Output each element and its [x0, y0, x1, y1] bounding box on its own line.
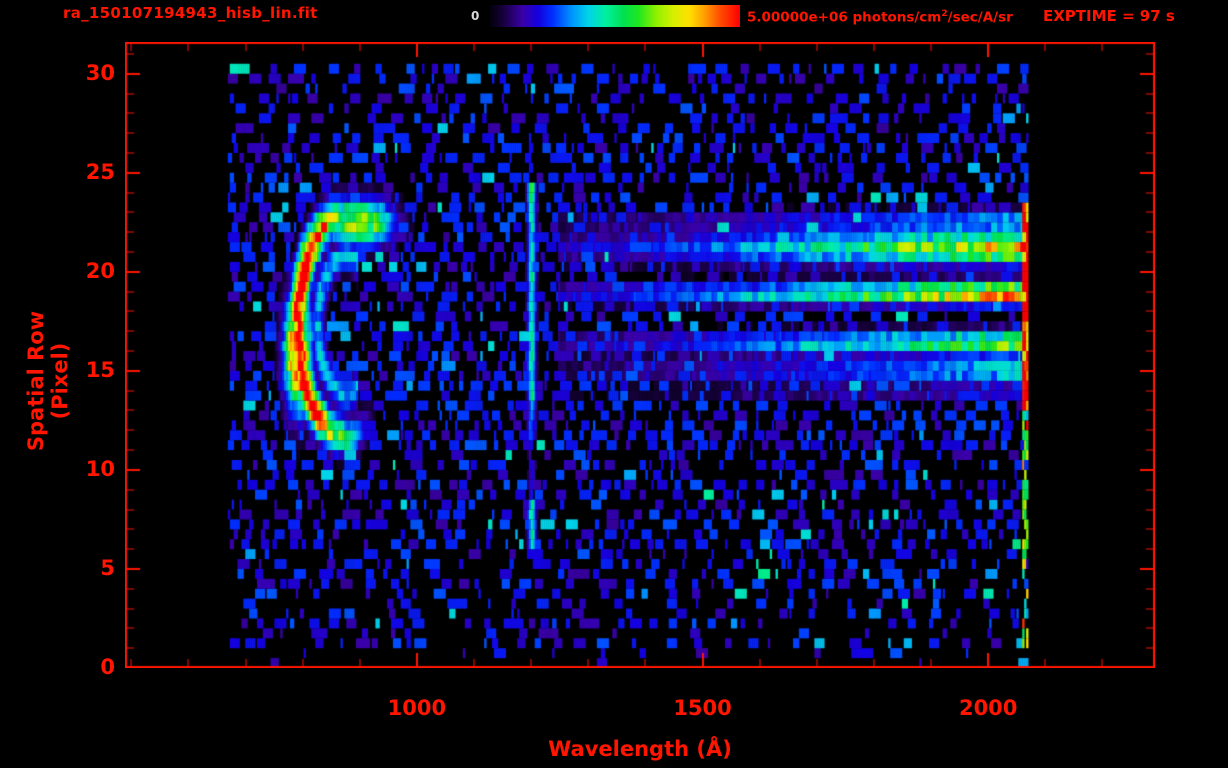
spectrogram-plot [125, 42, 1155, 668]
x-tick-label: 2000 [958, 696, 1018, 720]
exptime-label: EXPTIME = 97 s [1043, 7, 1175, 25]
x-axis-title: Wavelength (Å) [548, 737, 732, 761]
file-title: ra_150107194943_hisb_lin.fit [63, 4, 318, 22]
colorbar-max-value: 5.00000e+06 photons/cm [747, 9, 942, 26]
x-tick-label: 1000 [387, 696, 447, 720]
y-tick-label: 30 [85, 60, 115, 85]
colorbar-min-label: 0 [471, 9, 480, 23]
y-tick-label: 25 [85, 159, 115, 184]
y-tick-label: 10 [85, 456, 115, 481]
colorbar-gradient [487, 5, 740, 27]
colorbar-units-suffix: /sec/A/sr [947, 9, 1013, 26]
y-tick-label: 20 [85, 258, 115, 283]
x-tick-label: 1500 [673, 696, 732, 720]
colorbar-units-exponent: 2 [941, 9, 948, 19]
y-tick-label: 15 [85, 357, 115, 382]
y-tick-label: 0 [100, 655, 115, 679]
colorbar-max-label: 5.00000e+06 photons/cm2/sec/A/sr [747, 9, 1013, 26]
y-tick-label: 5 [100, 555, 115, 580]
